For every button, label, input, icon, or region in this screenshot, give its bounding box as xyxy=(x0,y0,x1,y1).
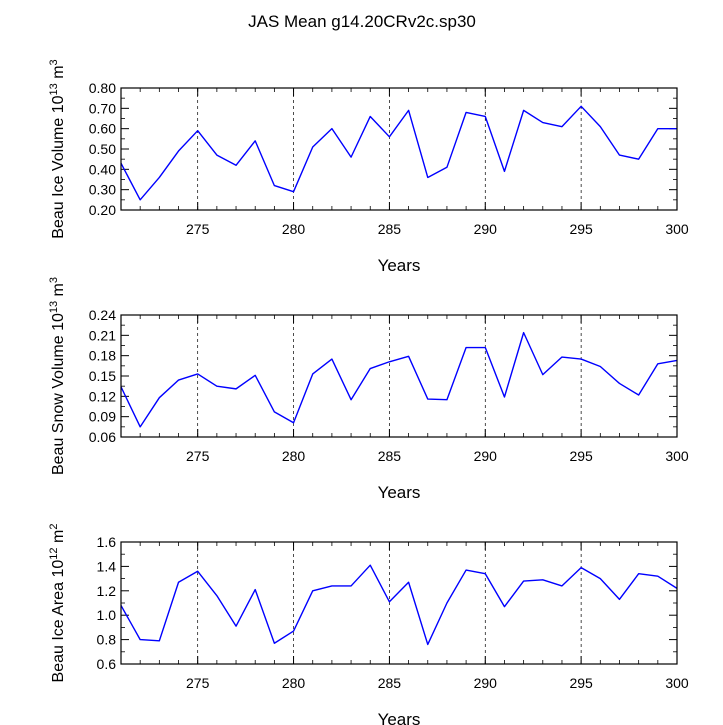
y-tick-label: 1.2 xyxy=(97,583,117,599)
y-tick-label: 1.6 xyxy=(97,534,117,550)
x-tick-label: 275 xyxy=(186,675,210,691)
y-tick-label: 0.70 xyxy=(89,100,116,116)
y-axis-label-part: Beau Ice Area 10 xyxy=(50,560,67,683)
y-tick-label: 0.40 xyxy=(89,161,116,177)
x-tick-label: 290 xyxy=(474,221,498,237)
y-tick-label: 0.8 xyxy=(97,632,117,648)
x-tick-label: 300 xyxy=(665,448,689,464)
y-axis-label-part: 13 xyxy=(48,301,60,313)
y-tick-label: 1.0 xyxy=(97,607,117,623)
x-tick-label: 300 xyxy=(665,221,689,237)
y-tick-label: 0.6 xyxy=(97,656,117,672)
y-axis-label-part: Beau Ice Volume 10 xyxy=(50,95,67,238)
y-tick-label: 0.18 xyxy=(89,348,116,364)
y-axis-label: Beau Snow Volume 1013 m3 xyxy=(48,277,67,475)
y-tick-label: 0.50 xyxy=(89,141,116,157)
y-tick-label: 0.21 xyxy=(89,327,116,343)
chart-panel-1: 275 280 285 290 295 300 0.20 0.30 0.40 0.50 0.60 0.… xyxy=(48,59,689,275)
y-tick-label: 1.4 xyxy=(97,558,117,574)
x-tick-label: 275 xyxy=(186,221,210,237)
x-tick-label: 295 xyxy=(569,675,593,691)
plot-frame xyxy=(120,541,678,665)
data-series-line xyxy=(120,105,677,201)
y-axis-label: Beau Ice Area 1012 m2 xyxy=(48,524,67,683)
x-tick-label: 285 xyxy=(378,675,402,691)
y-tick-label: 0.09 xyxy=(89,409,116,425)
y-tick-label: 0.30 xyxy=(89,182,116,198)
y-tick-label: 0.80 xyxy=(89,80,116,96)
plot-frame xyxy=(120,87,678,211)
x-tick-label: 290 xyxy=(474,675,498,691)
x-tick-label: 290 xyxy=(474,448,498,464)
x-axis-label: Years xyxy=(378,710,421,725)
y-axis-label-part: 3 xyxy=(48,59,60,65)
data-series-line xyxy=(120,331,678,428)
y-axis-label-part: 13 xyxy=(48,83,60,95)
y-axis-label-part: 12 xyxy=(48,547,60,559)
x-tick-label: 295 xyxy=(569,221,593,237)
y-tick-label: 0.24 xyxy=(89,307,116,323)
x-tick-label: 280 xyxy=(282,221,306,237)
plot-frame xyxy=(120,314,678,438)
chart-panel-2: 275 280 285 290 295 300 0.06 0.09 0.12 0.15 0.18 0.… xyxy=(48,277,689,502)
x-axis-label: Years xyxy=(378,256,421,275)
y-tick-label: 0.06 xyxy=(89,429,116,445)
x-tick-label: 295 xyxy=(569,448,593,464)
y-axis-label-part: 2 xyxy=(48,524,60,530)
x-tick-label: 285 xyxy=(378,221,402,237)
x-tick-label: 300 xyxy=(665,675,689,691)
y-axis-label: Beau Ice Volume 1013 m3 xyxy=(48,59,67,238)
data-series-line xyxy=(120,564,678,646)
y-tick-label: 0.20 xyxy=(89,202,116,218)
y-axis-label-part: Beau Snow Volume 10 xyxy=(50,313,67,475)
y-tick-label: 0.15 xyxy=(89,368,116,384)
y-axis-label-part: m xyxy=(50,65,67,83)
y-tick-label: 0.60 xyxy=(89,121,116,137)
chart-panel-3: 275 280 285 290 295 300 0.6 0.8 1.0 1.2 1.4 1.6 Year… xyxy=(48,524,689,725)
y-tick-label: 0.12 xyxy=(89,388,116,404)
chart-title: JAS Mean g14.20CRv2c.sp30 xyxy=(248,12,476,31)
y-axis-label-part: 3 xyxy=(48,277,60,283)
x-tick-label: 280 xyxy=(282,448,306,464)
x-tick-label: 280 xyxy=(282,675,306,691)
x-tick-label: 285 xyxy=(378,448,402,464)
x-tick-label: 275 xyxy=(186,448,210,464)
y-axis-label-part: m xyxy=(50,283,67,301)
x-axis-label: Years xyxy=(378,483,421,502)
y-axis-label-part: m xyxy=(50,530,67,548)
